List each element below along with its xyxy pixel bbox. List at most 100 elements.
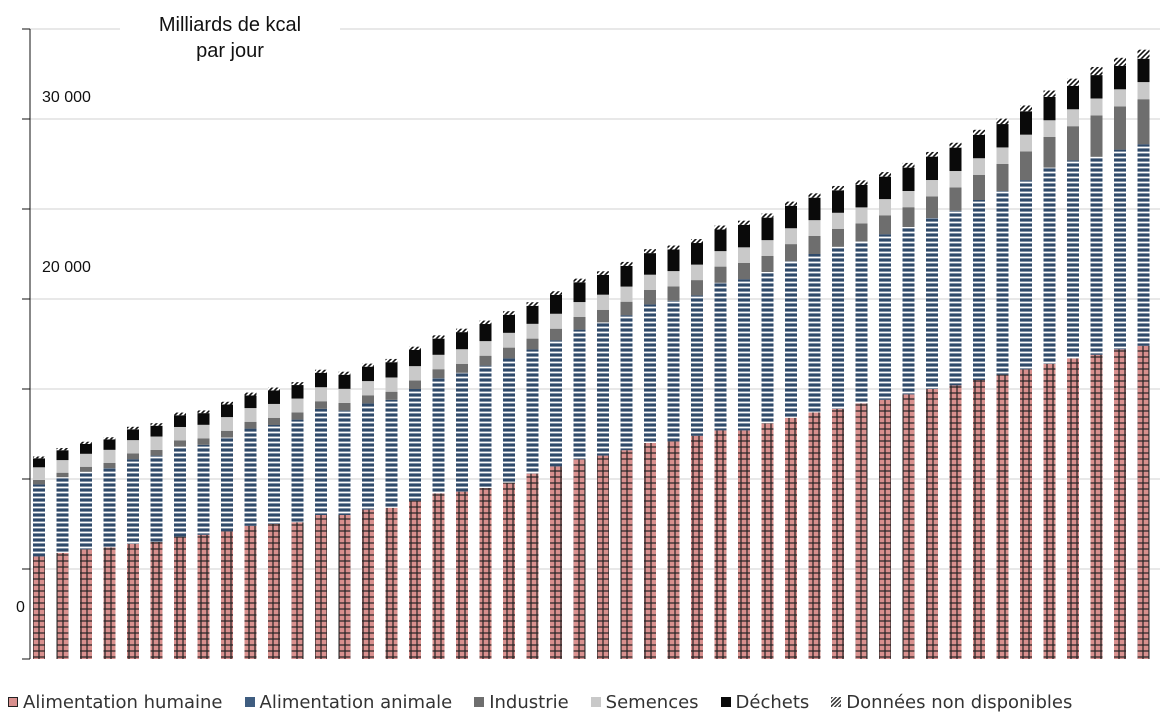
bar-segment-d-chets — [597, 274, 609, 295]
bar-segment-semences — [479, 341, 492, 356]
bar-segment-alimentation-humaine — [80, 549, 92, 659]
bar-segment-alimentation-humaine — [315, 515, 327, 659]
bar-segment-semences — [456, 349, 468, 364]
bar-segment-d-chets — [785, 205, 797, 229]
bar-segment-donn-es-non-disponibles — [291, 382, 304, 386]
bar-segment-semences — [573, 302, 586, 317]
y-axis-title-line-1: Milliards de kcal — [120, 14, 340, 37]
bar-segment-alimentation-animale — [761, 272, 774, 424]
bar-segment-donn-es-non-disponibles — [80, 441, 92, 444]
bar-segment-semences — [761, 240, 774, 256]
bar-segment-d-chets — [973, 134, 985, 159]
bar-segment-semences — [1137, 82, 1150, 100]
bar-segment-d-chets — [644, 253, 656, 275]
bar-segment-alimentation-animale — [503, 358, 515, 483]
bar-segment-donn-es-non-disponibles — [667, 245, 680, 250]
bar-segment-donn-es-non-disponibles — [244, 392, 257, 396]
bar-segment-d-chets — [1114, 65, 1126, 90]
bar-segment-alimentation-humaine — [150, 542, 163, 659]
bar-segment-industrie — [973, 174, 985, 200]
bar-segment-alimentation-animale — [691, 295, 703, 436]
bar-segment-semences — [996, 147, 1009, 164]
bar-segment-donn-es-non-disponibles — [409, 346, 421, 350]
bar-segment-alimentation-humaine — [808, 412, 821, 659]
bar-segment-industrie — [268, 417, 280, 425]
bar-segment-donn-es-non-disponibles — [597, 271, 609, 275]
bar-segment-alimentation-animale — [174, 446, 186, 537]
bar-segment-industrie — [996, 164, 1009, 191]
bar-segment-alimentation-animale — [996, 191, 1009, 375]
bar-segment-alimentation-animale — [291, 419, 304, 523]
bar-segment-donn-es-non-disponibles — [714, 225, 727, 230]
bar-segment-semences — [197, 424, 210, 439]
bar-segment-donn-es-non-disponibles — [620, 261, 633, 266]
bar-segment-d-chets — [409, 349, 421, 367]
bar-segment-d-chets — [996, 124, 1009, 148]
bar-segment-donn-es-non-disponibles — [573, 278, 586, 283]
bar-segment-donn-es-non-disponibles — [949, 142, 962, 148]
legend-swatch — [831, 697, 842, 707]
bar-segment-alimentation-animale — [879, 234, 891, 400]
bar-segment-alimentation-animale — [197, 444, 210, 535]
bar-segment-alimentation-animale — [1137, 144, 1150, 346]
bar-segment-donn-es-non-disponibles — [315, 369, 327, 373]
bar-segment-semences — [127, 440, 139, 454]
bar-segment-alimentation-humaine — [1020, 369, 1032, 659]
legend-swatch — [8, 697, 18, 707]
bar-segment-industrie — [526, 338, 539, 350]
bar-segment-alimentation-animale — [268, 425, 280, 524]
bar-segment-semences — [1043, 120, 1056, 137]
bar-segment-alimentation-humaine — [855, 403, 868, 659]
legend-label: Industrie — [489, 691, 569, 713]
bar-segment-alimentation-humaine — [620, 450, 633, 659]
bar-segment-d-chets — [550, 294, 562, 314]
bar-segment-semences — [926, 180, 938, 197]
bar-segment-alimentation-humaine — [714, 430, 727, 659]
bar-segment-alimentation-humaine — [1067, 358, 1079, 659]
bar-segment-semences — [315, 387, 327, 402]
bar-segment-industrie — [855, 223, 868, 242]
bar-segment-industrie — [456, 363, 468, 373]
bar-segment-industrie — [808, 236, 821, 254]
plot-area: 0 20 000 30 000 — [16, 28, 1160, 660]
bar-segment-donn-es-non-disponibles — [1114, 57, 1126, 66]
bar-segment-semences — [691, 264, 703, 281]
bar-segment-alimentation-animale — [526, 349, 539, 474]
bar-segment-semences — [832, 212, 844, 229]
bar-segment-semences — [1114, 89, 1126, 107]
bar-segment-d-chets — [33, 458, 45, 468]
bar-segment-industrie — [691, 280, 703, 296]
bar-segment-alimentation-humaine — [597, 455, 609, 659]
bar-segment-alimentation-animale — [832, 246, 844, 409]
bar-segment-semences — [550, 313, 562, 329]
bar-segment-donn-es-non-disponibles — [56, 448, 69, 451]
bar-segment-alimentation-animale — [338, 410, 351, 515]
bar-segment-alimentation-humaine — [268, 524, 280, 659]
bar-segment-donn-es-non-disponibles — [479, 320, 492, 325]
bar-segment-industrie — [80, 466, 92, 472]
bar-segment-semences — [268, 403, 280, 418]
legend-label: Semences — [605, 691, 699, 713]
bar-segment-d-chets — [526, 305, 539, 324]
bar-segment-semences — [902, 191, 915, 208]
bar-segment-alimentation-humaine — [550, 466, 562, 659]
bar-segment-alimentation-animale — [808, 254, 821, 413]
bar-segment-industrie — [432, 369, 445, 379]
bar-segment-industrie — [56, 472, 69, 478]
bar-segment-industrie — [738, 263, 750, 280]
bar-segment-alimentation-humaine — [1043, 363, 1056, 659]
bar-segment-donn-es-non-disponibles — [174, 412, 186, 416]
bar-segment-donn-es-non-disponibles — [996, 118, 1009, 125]
bar-segment-alimentation-humaine — [691, 435, 703, 659]
bar-segment-industrie — [761, 255, 774, 272]
bar-segment-alimentation-animale — [573, 329, 586, 460]
legend-item: Déchets — [720, 692, 809, 713]
bar-segment-donn-es-non-disponibles — [432, 335, 445, 339]
bar-segment-d-chets — [902, 167, 915, 191]
bar-segment-alimentation-humaine — [174, 536, 186, 659]
bar-segment-semences — [244, 408, 257, 422]
bar-segment-donn-es-non-disponibles — [362, 363, 374, 367]
bar-segment-d-chets — [56, 450, 69, 461]
bar-segment-alimentation-humaine — [644, 443, 656, 659]
bar-segment-donn-es-non-disponibles — [1043, 90, 1056, 97]
